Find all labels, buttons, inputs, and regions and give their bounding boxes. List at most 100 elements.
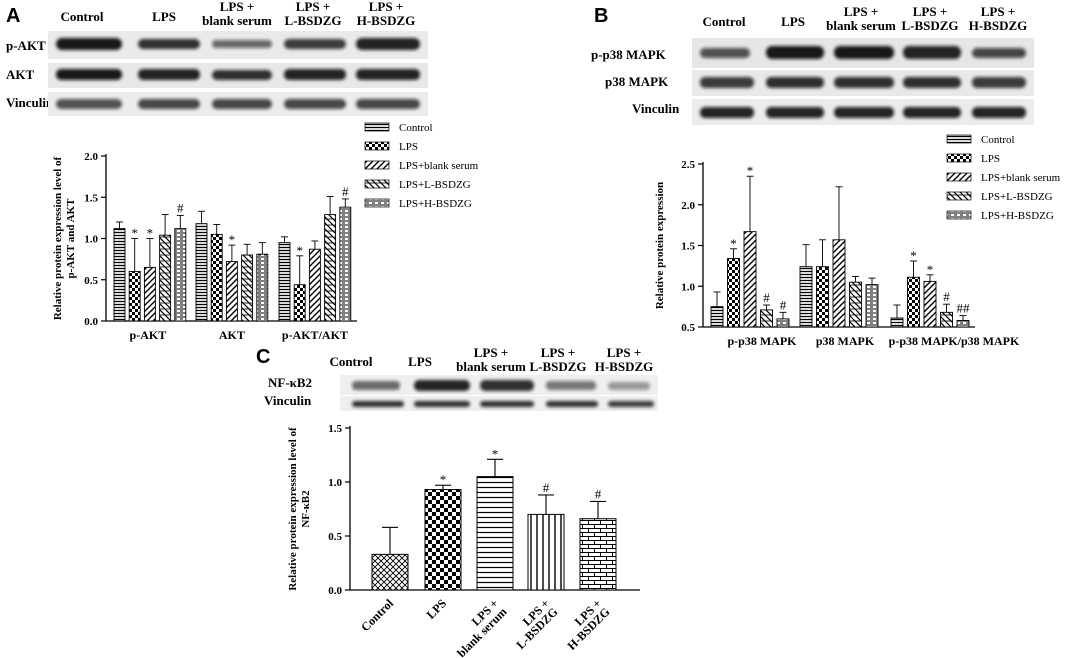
legend-label-lps-h-bsdzg: LPS+H-BSDZG xyxy=(981,210,1054,222)
significance-mark: * xyxy=(492,446,499,461)
y-tick-label: 1.0 xyxy=(681,281,695,293)
lane-label-lps: LPS xyxy=(152,9,176,24)
text-line: LPS + xyxy=(981,4,1016,19)
bar-p-akt-lps xyxy=(128,271,141,322)
blot-strip-p-akt xyxy=(48,31,428,59)
category-label-p-p38-mapk: p-p38 MAPK xyxy=(728,334,798,348)
text-line: p-AKT and AKT xyxy=(65,198,77,279)
bar-akt-lps-l-bsdzg xyxy=(241,254,254,322)
significance-mark: * xyxy=(131,226,138,241)
significance-mark: # xyxy=(177,200,184,215)
blot-strip-akt xyxy=(48,63,428,88)
lane-label-l-bsdzg: LPS + L-BSDZG xyxy=(284,0,341,28)
bar-p-akt-lps-l-bsdzg xyxy=(159,234,172,322)
bar-p-akt-control xyxy=(113,228,126,322)
text-line: H-BSDZG xyxy=(357,13,416,28)
text-line: LPS + xyxy=(296,0,331,14)
blot-row-label-p38-mapk: p38 MAPK xyxy=(605,74,669,89)
bar-p-akt-akt-lps-blank-serum xyxy=(308,248,321,322)
legend-label-lps-h-bsdzg: LPS+H-BSDZG xyxy=(399,198,472,210)
bar-p-akt-lps-blank-serum xyxy=(143,266,156,322)
chart-c: 0.0 0.5 1.0 1.5 Control * LPS * LPS +blank serum… xyxy=(287,423,640,658)
lane-label-control: Control xyxy=(702,14,745,29)
legend-label-lps-blank-serum: LPS+blank serum xyxy=(981,172,1061,184)
legend-label-lps-l-bsdzg: LPS+L-BSDZG xyxy=(399,179,471,191)
blot-row-label-p-p38-mapk: p-p38 MAPK xyxy=(591,47,667,62)
panel-c: C Control LPS LPS + blank serum LPS + L-BS… xyxy=(256,345,658,658)
bar-p-p38-mapk-p38-mapk-lps-h-bsdzg xyxy=(956,320,970,328)
category-label-lps-l-bsdzg: LPS +L-BSDZG xyxy=(505,596,561,652)
significance-mark: * xyxy=(730,236,737,251)
lane-label-line: LPS xyxy=(408,354,432,369)
y-tick-label: 0.5 xyxy=(681,322,695,334)
lane-labels-c: Control LPS LPS + blank serum LPS + L-BSDZ… xyxy=(329,345,653,374)
legend-label-lps-blank-serum: LPS+blank serum xyxy=(399,160,479,172)
y-tick-label: 0.0 xyxy=(84,316,98,328)
bar-p-akt-akt-lps xyxy=(293,284,306,322)
category-label-p-akt: p-AKT xyxy=(130,328,167,342)
significance-mark: * xyxy=(296,243,303,258)
y-tick-label: 2.0 xyxy=(681,200,695,212)
category-label-lps: LPS xyxy=(424,596,450,622)
lane-label-line: Control xyxy=(329,354,372,369)
category-label-lps-blank-serum: LPS +blank serum xyxy=(446,596,510,658)
lane-label-line: LPS xyxy=(781,14,805,29)
bar-lps xyxy=(424,489,462,591)
panel-letter-c: C xyxy=(256,346,270,368)
bar-p-p38-mapk-lps-blank-serum xyxy=(743,231,757,328)
lane-label-h-bsdzg: LPS + H-BSDZG xyxy=(595,345,654,374)
lane-label-blank-serum: LPS + blank serum xyxy=(456,345,526,374)
blot-row-label-vinculin: Vinculin xyxy=(632,101,680,116)
category-label-p-p38-mapk-p38-mapk: p-p38 MAPK/p38 MAPK xyxy=(889,334,1020,348)
legend-swatch-lps xyxy=(946,153,972,163)
lane-label-lps: LPS xyxy=(781,14,805,29)
bar-p38-mapk-lps-blank-serum xyxy=(832,239,846,328)
text-line: Control xyxy=(358,596,396,634)
text-line: Relative protein expression level of xyxy=(52,156,64,320)
lane-labels-b: Control LPS LPS + blank serum LPS + L-BSDZ… xyxy=(702,4,1027,33)
lane-label-control: Control xyxy=(60,9,103,24)
bar-akt-lps xyxy=(210,233,223,322)
text-line: H-BSDZG xyxy=(969,18,1028,33)
y-tick-label: 1.5 xyxy=(328,423,342,435)
legend-label-control: Control xyxy=(981,134,1015,146)
blot-row-label-vinculin: Vinculin xyxy=(6,95,54,110)
lane-label-line: Control xyxy=(60,9,103,24)
legend-swatch-lps-h-bsdzg xyxy=(364,198,390,208)
text-line: LPS + xyxy=(607,345,642,360)
legend-swatch-lps-blank-serum xyxy=(364,160,390,170)
lane-label-h-bsdzg: LPS + H-BSDZG xyxy=(357,0,416,28)
lane-label-control: Control xyxy=(329,354,372,369)
bar-p-akt-akt-lps-l-bsdzg xyxy=(324,214,337,322)
lane-label-l-bsdzg: LPS + L-BSDZG xyxy=(901,4,958,33)
legend-swatch-control xyxy=(364,122,390,132)
lane-label-h-bsdzg: LPS + H-BSDZG xyxy=(969,4,1028,33)
bar-p-p38-mapk-lps-l-bsdzg xyxy=(760,309,773,328)
category-label-lps-h-bsdzg: LPS +H-BSDZG xyxy=(556,596,613,653)
lane-label-l-bsdzg: LPS + L-BSDZG xyxy=(529,345,586,374)
y-tick-label: 1.0 xyxy=(84,234,98,246)
y-tick-label: 1.0 xyxy=(328,477,342,489)
blot-strip-p38-mapk xyxy=(692,70,1034,96)
y-axis-label: Relative protein expression xyxy=(654,182,666,309)
panel-b: B Control LPS LPS + blank serum LPS + L-BS… xyxy=(591,4,1061,348)
category-label-p-akt-akt: p-AKT/AKT xyxy=(282,328,348,342)
blot-row-label-akt: AKT xyxy=(6,67,35,82)
significance-mark: ## xyxy=(957,301,971,316)
blot-c: Control LPS LPS + blank serum LPS + L-BSDZ… xyxy=(264,345,658,411)
legend-swatch-lps-l-bsdzg xyxy=(364,179,390,189)
y-axis-label: Relative protein expression level ofp-AK… xyxy=(52,156,77,320)
blot-strip-nf-kb2 xyxy=(340,375,658,395)
text-line: blank serum xyxy=(202,13,272,28)
text-line: Relative protein expression xyxy=(654,182,666,309)
bar-p-p38-mapk-lps xyxy=(727,258,740,328)
legend-swatch-lps-blank-serum xyxy=(946,172,972,182)
significance-mark: # xyxy=(543,480,550,495)
text-line: LPS + xyxy=(220,0,255,14)
legend-label-lps-l-bsdzg: LPS+L-BSDZG xyxy=(981,191,1053,203)
significance-mark: * xyxy=(927,262,934,277)
significance-mark: * xyxy=(910,248,917,263)
blot-row-label-p-akt: p-AKT xyxy=(6,38,46,53)
legend-swatch-lps-l-bsdzg xyxy=(946,191,972,201)
bar-p38-mapk-control xyxy=(799,266,813,328)
